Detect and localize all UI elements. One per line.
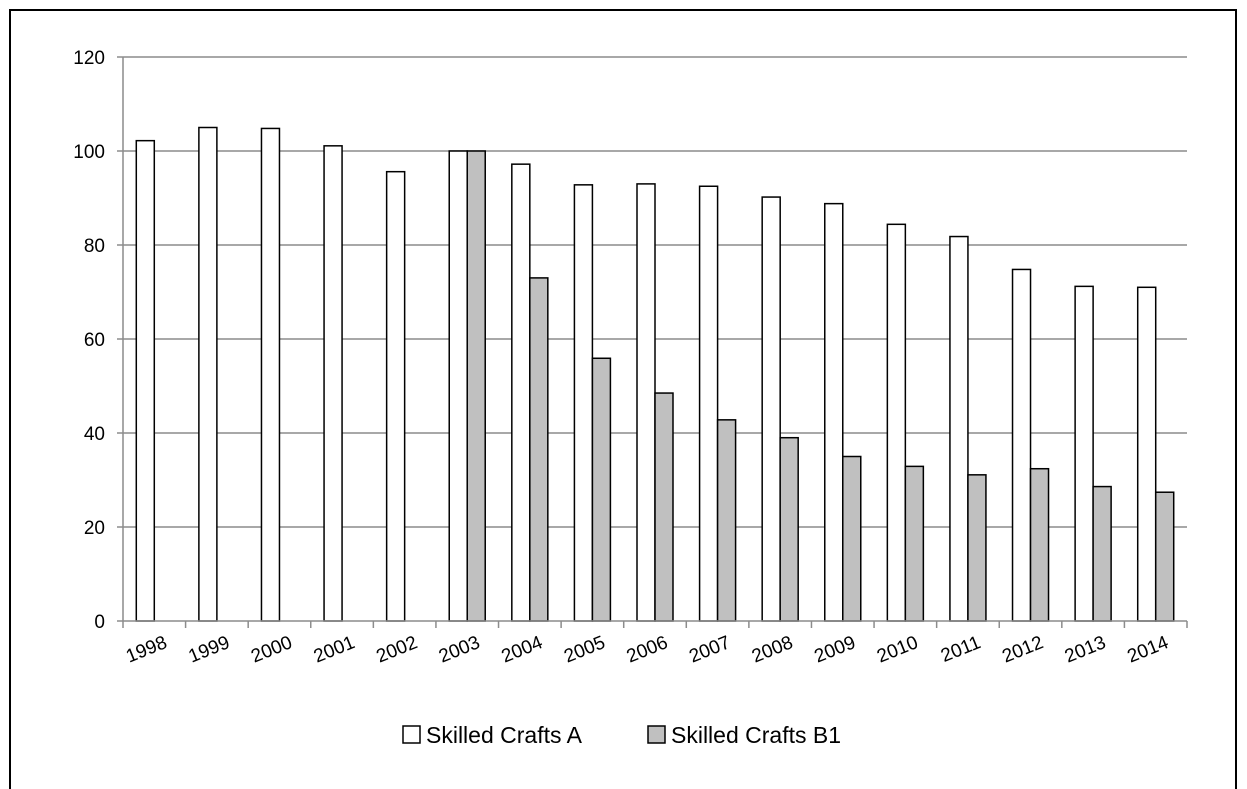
bar-skilled-crafts-a-2009 [824, 202, 844, 622]
legend-label-skilled-crafts-b1: Skilled Crafts B1 [671, 722, 841, 748]
bar-skilled-crafts-b1-2005 [591, 357, 612, 622]
y-tick-label: 20 [84, 518, 105, 539]
y-tick-label: 40 [84, 424, 105, 445]
x-tick-label: 2014 [1125, 632, 1172, 667]
x-tick-label: 2004 [499, 632, 546, 667]
bar-skilled-crafts-b1-2010 [904, 465, 925, 622]
bar-skilled-crafts-b1-2009 [842, 455, 862, 622]
y-tick-label: 100 [73, 142, 105, 163]
bar-skilled-crafts-a-1999 [198, 126, 218, 622]
x-tick-labels: 1998 1999 2000 2001 2002 2003 2004 2005 2006 2007… [123, 632, 1172, 667]
bar-skilled-crafts-a-2013 [1074, 285, 1094, 622]
x-tick-label: 1998 [123, 632, 170, 667]
bar-skilled-crafts-a-2011 [949, 235, 969, 622]
x-tick-label: 2010 [874, 632, 921, 667]
bar-skilled-crafts-a-2012 [1011, 268, 1032, 622]
bar-skilled-crafts-b1-2006 [654, 392, 674, 622]
x-tick-label: 2008 [749, 632, 796, 667]
bar-skilled-crafts-a-1998 [135, 139, 156, 622]
y-tick-label: 60 [84, 330, 105, 351]
legend: Skilled Crafts A Skilled Crafts B1 [402, 722, 841, 748]
x-tick-label: 2003 [436, 632, 483, 667]
x-tick-label: 2007 [686, 632, 733, 667]
bar-skilled-crafts-a-2004 [511, 163, 531, 622]
bar-skilled-crafts-a-2002 [385, 170, 406, 622]
x-tick-label: 2001 [311, 632, 358, 667]
bar-skilled-crafts-a-2006 [636, 183, 656, 622]
bar-skilled-crafts-b1-2007 [716, 419, 737, 622]
legend-label-skilled-crafts-a: Skilled Crafts A [426, 722, 583, 748]
bar-skilled-crafts-b1-2013 [1092, 485, 1112, 622]
bar-skilled-crafts-b1-2014 [1154, 491, 1175, 622]
legend-swatch-skilled-crafts-a [402, 725, 421, 744]
y-tick-labels: 0 20 40 60 80 100 120 [73, 48, 105, 633]
x-tick-label: 2012 [999, 632, 1046, 667]
bar-skilled-crafts-b1-2012 [1029, 467, 1050, 622]
y-tick-label: 120 [73, 48, 105, 69]
bar-skilled-crafts-a-2000 [260, 127, 281, 622]
bar-skilled-crafts-a-2003 [448, 150, 468, 622]
x-tick-label: 2013 [1062, 632, 1109, 667]
bar-skilled-crafts-b1-2008 [779, 436, 799, 622]
x-tick-label: 2002 [373, 632, 420, 667]
bar-skilled-crafts-a-2005 [573, 184, 594, 622]
x-tick-label: 2005 [561, 632, 608, 667]
bar-skilled-crafts-b1-2011 [967, 474, 987, 622]
bar-skilled-crafts-a-2010 [886, 223, 907, 622]
y-tick-label: 80 [84, 236, 105, 257]
x-tick-label: 2000 [248, 632, 295, 667]
y-tick-label: 0 [94, 612, 105, 633]
x-tick-label: 2011 [938, 632, 984, 667]
bar-skilled-crafts-a-2008 [761, 196, 781, 622]
bar-skilled-crafts-a-2001 [323, 145, 343, 622]
legend-swatch-skilled-crafts-b1 [647, 725, 666, 744]
bar-skilled-crafts-b1-2004 [529, 277, 549, 622]
x-tick-label: 2009 [812, 632, 859, 667]
x-tick-label: 2006 [624, 632, 671, 667]
bar-skilled-crafts-b1-2003 [466, 150, 486, 622]
axes [117, 56, 1188, 628]
x-tick-label: 1999 [186, 632, 233, 667]
bars [135, 126, 1175, 622]
bar-skilled-crafts-a-2007 [698, 185, 719, 622]
bar-skilled-crafts-a-2014 [1136, 286, 1157, 622]
